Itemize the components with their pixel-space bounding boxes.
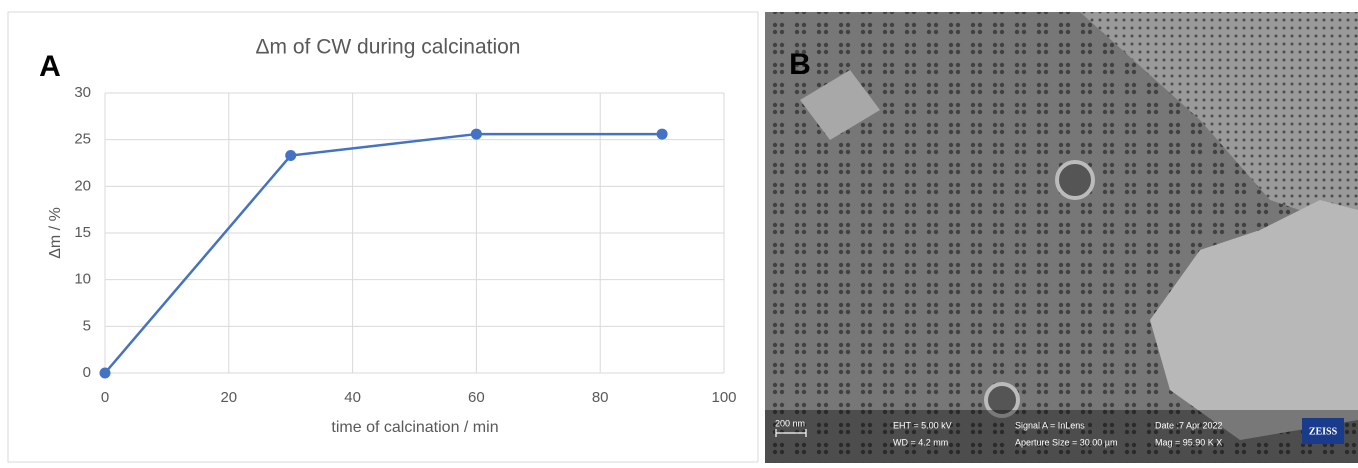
marker — [99, 367, 111, 379]
y-tick-label: 30 — [74, 84, 91, 101]
y-axis-label: Δm / % — [47, 207, 64, 259]
marker — [470, 128, 482, 140]
logo: ZEISS — [1309, 426, 1338, 437]
sem-info-text: Date :7 Apr 2022 — [1155, 420, 1223, 430]
x-tick-label: 20 — [220, 389, 237, 406]
panel-label: B — [789, 48, 811, 81]
sem-image — [765, 12, 1358, 463]
sem-pore-ring — [1055, 160, 1095, 200]
panel-label: A — [39, 50, 61, 83]
x-tick-label: 40 — [344, 389, 361, 406]
chart-title: Δm of CW during calcination — [256, 36, 521, 59]
sem-info-bar — [765, 410, 1358, 463]
x-tick-label: 100 — [711, 389, 736, 406]
x-tick-label: 0 — [101, 389, 109, 406]
sem-info: EHT = 5.00 kV WD = 4.2 mm Signal A = InLen… — [893, 420, 1223, 447]
sem-info-text: Mag = 95.90 K X — [1155, 437, 1222, 447]
scale-bar — [775, 429, 807, 437]
y-tick-label: 0 — [83, 364, 91, 381]
logo-box — [1302, 418, 1344, 444]
sem-info-text: WD = 4.2 mm — [893, 437, 948, 447]
marker — [285, 150, 297, 162]
marker — [656, 128, 668, 140]
chart-frame — [7, 11, 759, 463]
x-axis-label: time of calcination / min — [331, 419, 498, 436]
y-tick-label: 10 — [74, 271, 91, 288]
x-tick-label: 80 — [592, 389, 609, 406]
sem-upper-pores — [1080, 12, 1358, 230]
y-tick-label: 15 — [74, 224, 91, 241]
plot-area: 0 5 10 15 20 25 30 0 20 40 60 80 100 — [74, 84, 736, 406]
sem-pore-ring — [984, 382, 1020, 418]
line — [104, 132, 663, 374]
sem-info-text: Aperture Size = 30.00 µm — [1015, 437, 1118, 447]
y-tick-label: 20 — [74, 177, 91, 194]
sem-info-text: EHT = 5.00 kV — [893, 420, 952, 430]
sem-fragment — [1150, 200, 1358, 440]
y-tick-label: 25 — [74, 131, 91, 148]
y-tick-label: 5 — [83, 317, 91, 334]
scale-bar-label: 200 nm — [775, 418, 805, 428]
sem-info-text: Signal A = InLens — [1015, 420, 1085, 430]
x-tick-label: 60 — [468, 389, 485, 406]
sem-debris — [800, 70, 880, 140]
